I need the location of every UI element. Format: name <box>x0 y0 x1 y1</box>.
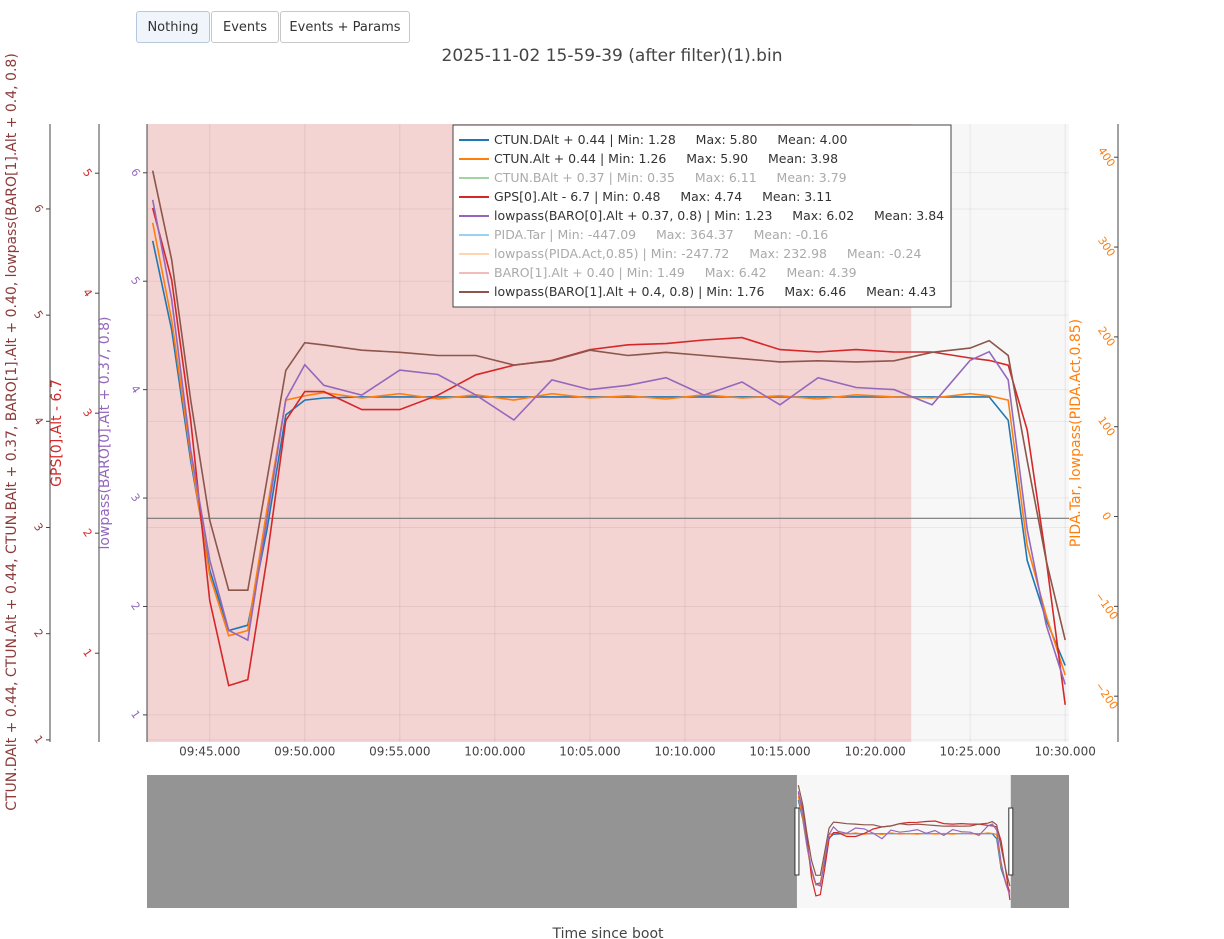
legend-entry: CTUN.Alt + 0.44 | Min: 1.26 Max: 5.90 Me… <box>494 151 838 166</box>
legend-entry: lowpass(PIDA.Act,0.85) | Min: -247.72 Ma… <box>494 246 921 261</box>
legend-entry: lowpass(BARO[1].Alt + 0.4, 0.8) | Min: 1… <box>494 284 936 299</box>
legend-stats: | Min: -247.72 Max: 232.98 Mean: -0.24 <box>643 246 922 261</box>
legend-name[interactable]: GPS[0].Alt - 6.7 <box>494 189 590 204</box>
y-tick-label: 5 <box>128 274 143 287</box>
rangeslider-line <box>797 791 1011 896</box>
legend-name[interactable]: CTUN.BAlt + 0.37 <box>494 170 605 185</box>
legend-stats: | Min: -447.09 Max: 364.37 Mean: -0.16 <box>549 227 828 242</box>
filter-button[interactable]: Events + Params <box>280 11 410 43</box>
legend-name[interactable]: lowpass(PIDA.Act,0.85) <box>494 246 639 261</box>
y-tick-label: 3 <box>128 491 143 504</box>
y-tick-label: 200 <box>1095 324 1118 349</box>
rangeslider-line <box>797 784 1011 887</box>
x-tick-label: 10:20.000 <box>844 745 905 759</box>
legend-name[interactable]: CTUN.DAlt + 0.44 <box>494 132 605 147</box>
y-axis-title: PIDA.Tar, lowpass(PIDA.Act,0.85) <box>1068 319 1084 547</box>
series-line <box>151 199 1066 685</box>
y-tick-label: 5 <box>80 166 95 179</box>
legend-name[interactable]: CTUN.Alt + 0.44 <box>494 151 596 166</box>
y-axis-title: GPS[0].Alt - 6.7 <box>49 379 65 487</box>
x-tick-label: 10:05.000 <box>559 745 620 759</box>
legend-entry: lowpass(BARO[0].Alt + 0.37, 0.8) | Min: … <box>494 208 944 223</box>
y-tick-label: 1 <box>128 708 143 721</box>
y-axis-title: CTUN.DAlt + 0.44, CTUN.Alt + 0.44, CTUN.… <box>4 53 20 811</box>
y-tick-label: 2 <box>80 526 95 539</box>
legend-name[interactable]: BARO[1].Alt + 0.40 <box>494 265 615 280</box>
legend-stats: | Min: 1.28 Max: 5.80 Mean: 4.00 <box>609 132 847 147</box>
y-tick-label: 2 <box>31 627 46 640</box>
y-axis-title: lowpass(BARO[0].Alt + 0.37, 0.8) <box>97 316 113 549</box>
y-tick-label: 300 <box>1095 234 1118 259</box>
legend-entry: CTUN.BAlt + 0.37 | Min: 0.35 Max: 6.11 M… <box>494 170 847 185</box>
x-tick-label: 10:25.000 <box>939 745 1000 759</box>
legend-name[interactable]: lowpass(BARO[0].Alt + 0.37, 0.8) <box>494 208 702 223</box>
y-tick-label: 4 <box>128 383 143 396</box>
legend-stats: | Min: 0.48 Max: 4.74 Mean: 3.11 <box>594 189 832 204</box>
legend-entry: GPS[0].Alt - 6.7 | Min: 0.48 Max: 4.74 M… <box>494 189 832 204</box>
plot-lines <box>151 170 1066 705</box>
legend-name[interactable]: lowpass(BARO[1].Alt + 0.4, 0.8) <box>494 284 694 299</box>
legend-entry: BARO[1].Alt + 0.40 | Min: 1.49 Max: 6.42… <box>494 265 857 280</box>
rangeslider-lines <box>797 784 1011 901</box>
y-tick-label: 6 <box>128 166 143 179</box>
legend-stats: | Min: 1.26 Max: 5.90 Mean: 3.98 <box>600 151 838 166</box>
filter-button[interactable]: Nothing <box>136 11 210 43</box>
y-tick-label: 1 <box>31 733 46 746</box>
y-tick-label: 3 <box>31 521 46 534</box>
filter-button[interactable]: Events <box>211 11 279 43</box>
x-tick-label: 10:30.000 <box>1035 745 1096 759</box>
rangeslider-mask <box>1010 775 1069 908</box>
y-tick-label: 5 <box>31 308 46 321</box>
x-tick-label: 10:15.000 <box>749 745 810 759</box>
legend-stats: | Min: 1.49 Max: 6.42 Mean: 4.39 <box>619 265 857 280</box>
x-tick-label: 09:45.000 <box>179 745 240 759</box>
y-tick-label: 4 <box>80 286 95 299</box>
y-tick-label: 3 <box>80 406 95 419</box>
x-axis-title: Time since boot <box>551 926 664 939</box>
y-tick-label: 4 <box>31 414 46 427</box>
y-tick-label: 6 <box>31 202 46 215</box>
rangeslider-handle[interactable] <box>794 807 800 876</box>
chart-title: 2025-11-02 15-59-39 (after filter)(1).bi… <box>442 46 783 66</box>
y-tick-label: 400 <box>1095 145 1118 170</box>
y-tick-label: 100 <box>1095 414 1118 439</box>
legend-stats: | Min: 0.35 Max: 6.11 Mean: 3.79 <box>609 170 847 185</box>
y-tick-label: 2 <box>128 600 143 613</box>
x-tick-label: 09:50.000 <box>274 745 335 759</box>
y-tick-label: 1 <box>80 646 95 659</box>
rangeslider-mask <box>147 775 797 908</box>
legend-entry: PIDA.Tar | Min: -447.09 Max: 364.37 Mean… <box>494 227 828 242</box>
rangeslider-handle[interactable] <box>1008 807 1014 876</box>
series-line <box>151 170 1066 641</box>
x-tick-label: 10:00.000 <box>464 745 525 759</box>
legend-box <box>452 124 952 308</box>
x-tick-label: 10:10.000 <box>654 745 715 759</box>
legend-stats: | Min: 1.76 Max: 6.46 Mean: 4.43 <box>698 284 936 299</box>
y-tick-label: 0 <box>1099 510 1114 523</box>
legend-entry: CTUN.DAlt + 0.44 | Min: 1.28 Max: 5.80 M… <box>494 132 848 147</box>
x-tick-label: 09:55.000 <box>369 745 430 759</box>
series-line <box>151 222 1066 676</box>
legend-stats: | Min: 1.23 Max: 6.02 Mean: 3.84 <box>706 208 944 223</box>
legend-name[interactable]: PIDA.Tar <box>494 227 546 242</box>
